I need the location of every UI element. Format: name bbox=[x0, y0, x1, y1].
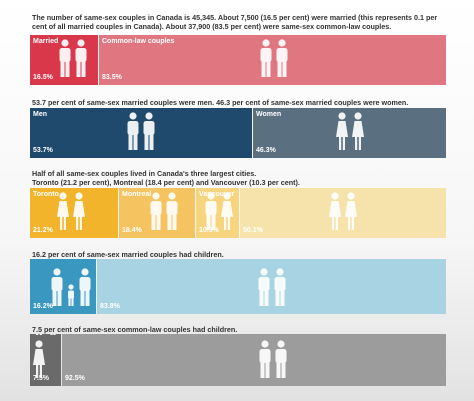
male-figure-icon bbox=[259, 340, 271, 378]
male-figure-icon bbox=[258, 268, 270, 306]
caption-common-law-children: 7.5 per cent of same-sex common-law coup… bbox=[32, 325, 238, 334]
people-icon bbox=[204, 192, 236, 235]
seg-other-value: 50.1% bbox=[243, 227, 263, 234]
people-icon bbox=[258, 340, 290, 383]
male-figure-icon bbox=[51, 268, 63, 306]
seg-common-law-with-children: 7.5% bbox=[30, 334, 61, 386]
seg-married-no-children-value: 83.8% bbox=[100, 303, 120, 310]
female-figure-icon bbox=[73, 192, 85, 230]
seg-toronto-value: 21.2% bbox=[33, 227, 53, 234]
people-icon bbox=[50, 268, 94, 311]
female-figure-icon bbox=[329, 192, 341, 230]
seg-cl-children-value: 7.5% bbox=[33, 375, 49, 382]
female-figure-icon bbox=[336, 112, 348, 150]
seg-married-with-children: 16.2% bbox=[30, 259, 96, 314]
male-figure-icon bbox=[59, 39, 71, 77]
seg-women-value: 46.3% bbox=[256, 147, 276, 154]
seg-vancouver: Vancouver 10.3% bbox=[196, 188, 239, 238]
caption-cities-1: Half of all same-sex couples lived in Ca… bbox=[32, 169, 257, 178]
seg-vancouver-value: 10.3% bbox=[199, 227, 219, 234]
seg-married-no-children: 83.8% bbox=[97, 259, 446, 314]
seg-women-label: Women bbox=[256, 111, 282, 118]
male-figure-icon bbox=[260, 39, 272, 77]
seg-montreal-value: 18.4% bbox=[122, 227, 142, 234]
seg-men-label: Men bbox=[33, 111, 47, 118]
male-figure-icon bbox=[150, 192, 162, 230]
people-icon bbox=[58, 39, 90, 82]
seg-common-law: Common-law couples 83.5% bbox=[99, 35, 446, 85]
bar-married-children: 16.2% 83.8% bbox=[30, 259, 446, 314]
bar-couples: Married 16.5% Common-law couples 83.5% bbox=[30, 35, 446, 85]
female-figure-icon bbox=[221, 192, 233, 230]
male-figure-icon bbox=[275, 340, 287, 378]
people-icon bbox=[335, 112, 367, 155]
seg-montreal: Montreal 18.4% bbox=[119, 188, 195, 238]
seg-men: Men 53.7% bbox=[30, 108, 252, 158]
seg-men-value: 53.7% bbox=[33, 147, 53, 154]
people-icon bbox=[257, 268, 289, 311]
seg-toronto-label: Toronto bbox=[33, 191, 59, 198]
seg-married-label: Married bbox=[33, 38, 59, 45]
male-figure-icon bbox=[127, 112, 139, 150]
male-figure-icon bbox=[205, 192, 217, 230]
male-figure-icon bbox=[166, 192, 178, 230]
seg-montreal-label: Montreal bbox=[122, 191, 152, 198]
male-figure-icon bbox=[75, 39, 87, 77]
seg-women: Women 46.3% bbox=[253, 108, 446, 158]
people-icon bbox=[56, 192, 88, 235]
male-figure-icon bbox=[79, 268, 91, 306]
bar-cities: Toronto 21.2% Montreal 18.4% Vancouver 1… bbox=[30, 188, 446, 238]
people-icon bbox=[32, 334, 61, 383]
people-icon bbox=[328, 192, 360, 235]
people-icon bbox=[126, 112, 158, 155]
caption-married-children: 16.2 per cent of same-sex married couple… bbox=[32, 250, 224, 259]
seg-vancouver-label: Vancouver bbox=[199, 191, 235, 198]
male-figure-icon bbox=[143, 112, 155, 150]
bar-gender: Men 53.7% Women 46.3% bbox=[30, 108, 446, 158]
people-icon bbox=[149, 192, 181, 235]
child-figure-icon bbox=[68, 284, 74, 306]
child-figure-icon bbox=[50, 334, 56, 335]
female-figure-icon bbox=[33, 340, 45, 378]
caption-couples: The number of same-sex couples in Canada… bbox=[32, 13, 438, 31]
female-figure-icon bbox=[352, 112, 364, 150]
people-icon bbox=[259, 39, 291, 82]
caption-gender: 53.7 per cent of same-sex married couple… bbox=[32, 98, 409, 107]
male-figure-icon bbox=[276, 39, 288, 77]
seg-married: Married 16.5% bbox=[30, 35, 98, 85]
seg-common-law-value: 83.5% bbox=[102, 74, 122, 81]
seg-cl-no-children-value: 92.5% bbox=[65, 375, 85, 382]
caption-cities-2: Toronto (21.2 per cent), Montreal (18.4 … bbox=[32, 178, 300, 187]
seg-common-law-no-children: 92.5% bbox=[62, 334, 446, 386]
seg-other-cities: 50.1% bbox=[240, 188, 446, 238]
seg-married-children-value: 16.2% bbox=[33, 303, 53, 310]
female-figure-icon bbox=[345, 192, 357, 230]
seg-married-value: 16.5% bbox=[33, 74, 53, 81]
seg-common-law-label: Common-law couples bbox=[102, 38, 175, 45]
seg-toronto: Toronto 21.2% bbox=[30, 188, 118, 238]
female-figure-icon bbox=[57, 192, 69, 230]
bar-common-law-children: 7.5% 92.5% bbox=[30, 334, 446, 386]
male-figure-icon bbox=[274, 268, 286, 306]
female-figure-icon bbox=[36, 334, 42, 335]
